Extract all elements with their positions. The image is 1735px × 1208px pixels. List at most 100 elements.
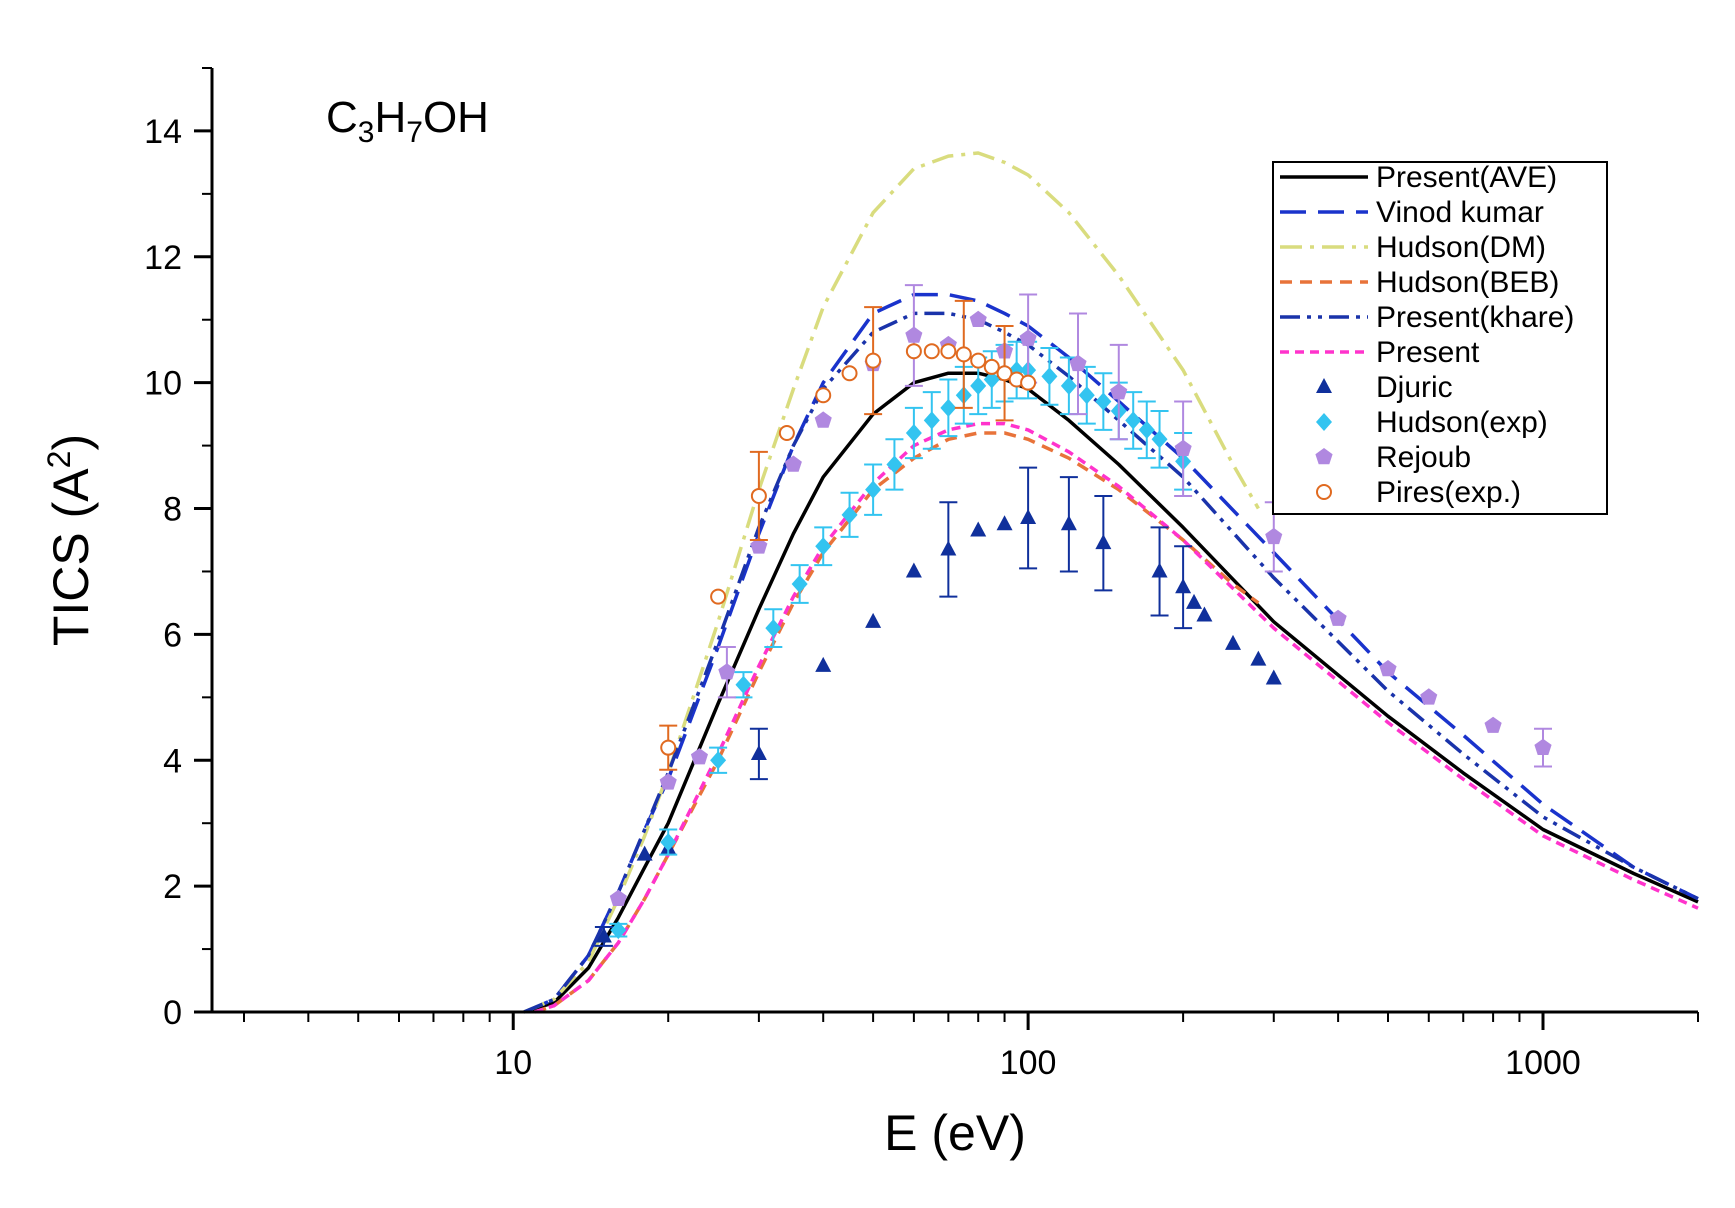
point-djuric bbox=[905, 562, 922, 578]
point-rejoub bbox=[718, 663, 736, 680]
point-djuric bbox=[1020, 508, 1037, 524]
point-djuric bbox=[636, 845, 653, 861]
y-tick-label: 6 bbox=[163, 616, 182, 654]
x-tick-label: 100 bbox=[1000, 1044, 1057, 1082]
point-rejoub bbox=[1484, 716, 1502, 733]
point-rejoub bbox=[1379, 660, 1397, 677]
legend-label-hudson-dm: Hudson(DM) bbox=[1376, 231, 1546, 264]
legend-label-rejoub: Rejoub bbox=[1376, 441, 1471, 474]
point-pires-exp bbox=[955, 346, 972, 363]
point-rejoub bbox=[905, 326, 923, 343]
point-pires-exp bbox=[1020, 374, 1037, 391]
series-line-hudson-beb bbox=[533, 431, 1260, 1014]
point-djuric bbox=[996, 515, 1013, 531]
point-hudson-exp bbox=[791, 575, 808, 594]
legend-label-present-ave: Present(AVE) bbox=[1376, 161, 1557, 194]
series-line-present-ave bbox=[523, 371, 1699, 1014]
axes bbox=[210, 68, 1698, 1014]
point-rejoub bbox=[659, 773, 677, 790]
legend-marker-rejoub bbox=[1315, 448, 1333, 465]
point-djuric bbox=[1095, 534, 1112, 550]
point-hudson-exp bbox=[735, 675, 752, 694]
molecule-label: C3H7OH bbox=[326, 93, 489, 149]
series-points bbox=[594, 284, 1553, 947]
point-djuric bbox=[970, 521, 987, 537]
point-rejoub bbox=[969, 310, 987, 327]
point-rejoub bbox=[1534, 738, 1552, 755]
point-pires-exp bbox=[865, 352, 882, 369]
point-djuric bbox=[940, 540, 957, 556]
series-line-present-khare bbox=[523, 311, 1699, 1014]
x-tick-label: 1000 bbox=[1505, 1044, 1581, 1082]
point-djuric bbox=[1196, 606, 1213, 622]
legend-label-djuric: Djuric bbox=[1376, 371, 1453, 404]
x-tick-label: 10 bbox=[494, 1044, 532, 1082]
legend-marker-pires-exp bbox=[1316, 484, 1332, 500]
point-djuric bbox=[1151, 562, 1168, 578]
point-hudson-exp bbox=[970, 376, 987, 395]
point-hudson-exp bbox=[710, 751, 727, 770]
point-rejoub bbox=[609, 889, 627, 906]
point-pires-exp bbox=[710, 588, 727, 605]
point-hudson-exp bbox=[886, 455, 903, 474]
point-pires-exp bbox=[778, 425, 795, 442]
point-pires-exp bbox=[940, 343, 957, 360]
point-hudson-exp bbox=[983, 370, 1000, 389]
point-djuric bbox=[595, 927, 612, 943]
point-hudson-exp bbox=[841, 505, 858, 524]
point-djuric bbox=[750, 744, 767, 760]
point-hudson-exp bbox=[1151, 430, 1168, 449]
point-hudson-exp bbox=[815, 537, 832, 556]
point-rejoub bbox=[1069, 354, 1087, 372]
point-rejoub bbox=[1420, 688, 1438, 705]
point-hudson-exp bbox=[1138, 420, 1155, 439]
point-pires-exp bbox=[841, 365, 858, 382]
series-line-hudson-dm bbox=[523, 151, 1260, 1014]
point-djuric bbox=[1186, 593, 1203, 609]
legend-label-hudson-beb: Hudson(BEB) bbox=[1376, 266, 1559, 299]
point-hudson-exp bbox=[1060, 376, 1077, 395]
point-djuric bbox=[815, 656, 832, 672]
point-hudson-exp bbox=[660, 833, 677, 852]
point-djuric bbox=[1060, 515, 1077, 531]
legend-label-hudson-exp: Hudson(exp) bbox=[1376, 406, 1548, 439]
point-pires-exp bbox=[996, 365, 1013, 382]
point-hudson-exp bbox=[940, 398, 957, 417]
legend-label-present: Present bbox=[1376, 336, 1480, 369]
point-djuric bbox=[1265, 669, 1282, 685]
point-rejoub bbox=[1329, 609, 1347, 626]
legend-label-present-khare: Present(khare) bbox=[1376, 301, 1574, 334]
y-tick-label: 14 bbox=[144, 113, 182, 151]
point-hudson-exp bbox=[1095, 392, 1112, 411]
point-pires-exp bbox=[970, 352, 987, 369]
point-rejoub bbox=[1174, 439, 1192, 456]
point-hudson-exp bbox=[1078, 386, 1095, 405]
point-djuric bbox=[865, 612, 882, 628]
point-pires-exp bbox=[815, 387, 832, 404]
y-tick-label: 4 bbox=[163, 742, 182, 780]
legend-marker-hudson-exp bbox=[1316, 413, 1332, 431]
point-djuric bbox=[1175, 578, 1192, 594]
point-rejoub bbox=[784, 455, 802, 472]
point-rejoub bbox=[1019, 329, 1037, 346]
y-tick-label: 12 bbox=[144, 239, 182, 277]
point-rejoub bbox=[1265, 527, 1283, 545]
point-pires-exp bbox=[905, 343, 922, 360]
point-hudson-exp bbox=[1041, 367, 1058, 386]
point-hudson-exp bbox=[905, 424, 922, 443]
y-axis-title: TICS (A2) bbox=[41, 434, 99, 646]
y-tick-label: 2 bbox=[163, 868, 182, 906]
legend-label-vinod-kumar: Vinod kumar bbox=[1376, 196, 1544, 229]
point-rejoub bbox=[690, 748, 708, 765]
point-pires-exp bbox=[983, 358, 1000, 375]
point-djuric bbox=[1225, 634, 1242, 650]
point-hudson-exp bbox=[865, 480, 882, 499]
legend: Present(AVE)Vinod kumarHudson(DM)Hudson(… bbox=[1272, 161, 1608, 515]
y-tick-label: 8 bbox=[163, 491, 182, 529]
point-djuric bbox=[1250, 650, 1267, 666]
legend-marker-djuric bbox=[1316, 378, 1332, 393]
point-rejoub bbox=[750, 537, 768, 554]
point-hudson-exp bbox=[1125, 411, 1142, 430]
point-hudson-exp bbox=[765, 619, 782, 638]
